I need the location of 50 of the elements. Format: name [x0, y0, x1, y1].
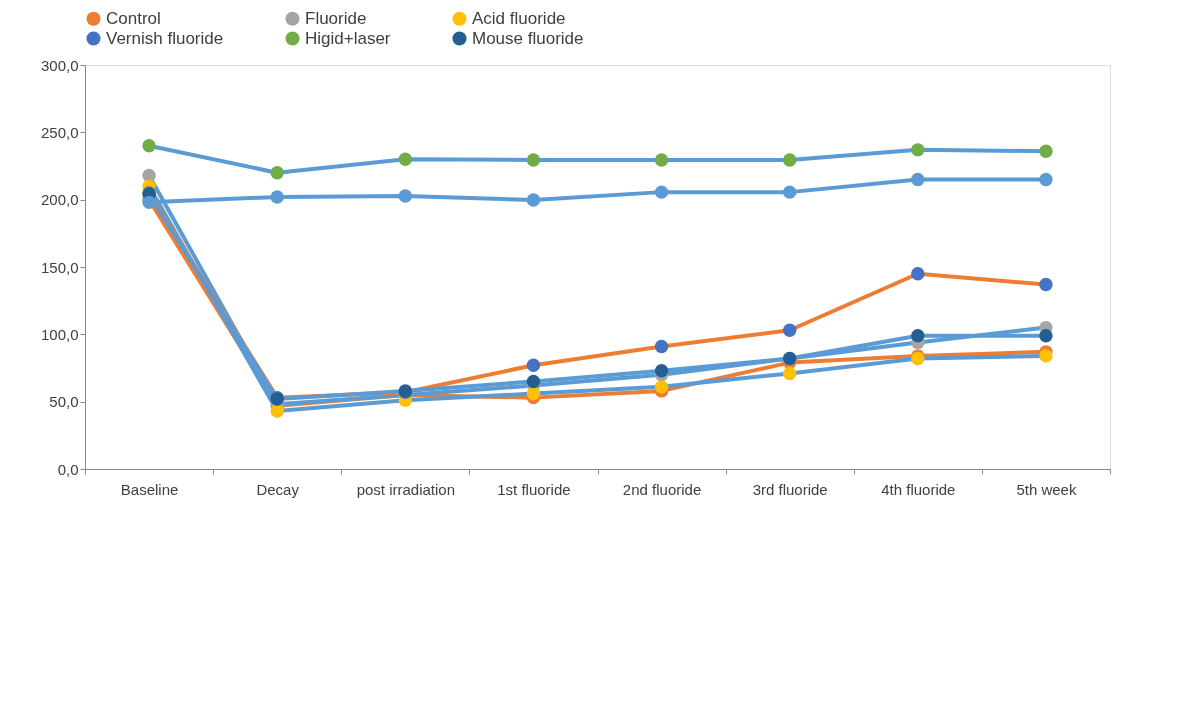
point: [270, 404, 284, 418]
point: [526, 386, 541, 401]
y-tick-label: 250,0: [40, 123, 79, 141]
x-tick-label: 2nd fluoride: [622, 480, 702, 498]
x-tick-label: post irradiation: [356, 480, 456, 498]
point: [654, 339, 669, 354]
y-tick-label: 100,0: [40, 325, 79, 343]
point: [654, 153, 669, 167]
point: [1039, 172, 1053, 187]
y-tick-label: 200,0: [40, 191, 79, 209]
y-tick-label: 50,0: [49, 393, 79, 411]
point: [911, 172, 925, 187]
x-tick-label: 5th week: [1016, 480, 1077, 498]
point: [1039, 349, 1053, 363]
point: [782, 366, 797, 381]
legend-label: Fluoride: [305, 8, 367, 28]
point: [782, 323, 797, 337]
point: [1039, 144, 1053, 158]
legend-label: Acid fluoride: [472, 8, 566, 28]
point: [270, 190, 284, 204]
point: [142, 139, 156, 153]
x-tick-label: Baseline: [120, 480, 179, 498]
x-tick-label: 1st fluoride: [497, 480, 571, 498]
y-tick-label: 0,0: [57, 460, 79, 478]
point: [654, 380, 669, 394]
point: [270, 166, 284, 180]
x-tick-label: 3rd fluoride: [752, 480, 828, 498]
y-tick-label: 150,0: [40, 258, 79, 276]
point: [654, 364, 669, 378]
legend-label: Vernish fluoride: [106, 28, 224, 48]
point: [1039, 277, 1053, 292]
point: [911, 143, 925, 157]
point: [782, 153, 797, 167]
point: [526, 193, 541, 207]
x-tick-label: Decay: [256, 480, 300, 498]
point: [398, 189, 413, 203]
point: [526, 153, 541, 167]
y-tick-label: 300,0: [40, 56, 79, 74]
legend-label: Mouse fluoride: [472, 28, 584, 48]
point: [911, 328, 925, 343]
x-tick-label: 4th fluoride: [881, 480, 956, 498]
point: [654, 185, 669, 199]
point: [398, 152, 413, 166]
point: [782, 185, 797, 199]
point: [526, 374, 541, 389]
legend-label: Higid+laser: [305, 28, 391, 48]
point: [526, 358, 541, 372]
point: [1039, 328, 1053, 343]
point: [911, 267, 925, 281]
legend-label: Control: [106, 8, 161, 28]
